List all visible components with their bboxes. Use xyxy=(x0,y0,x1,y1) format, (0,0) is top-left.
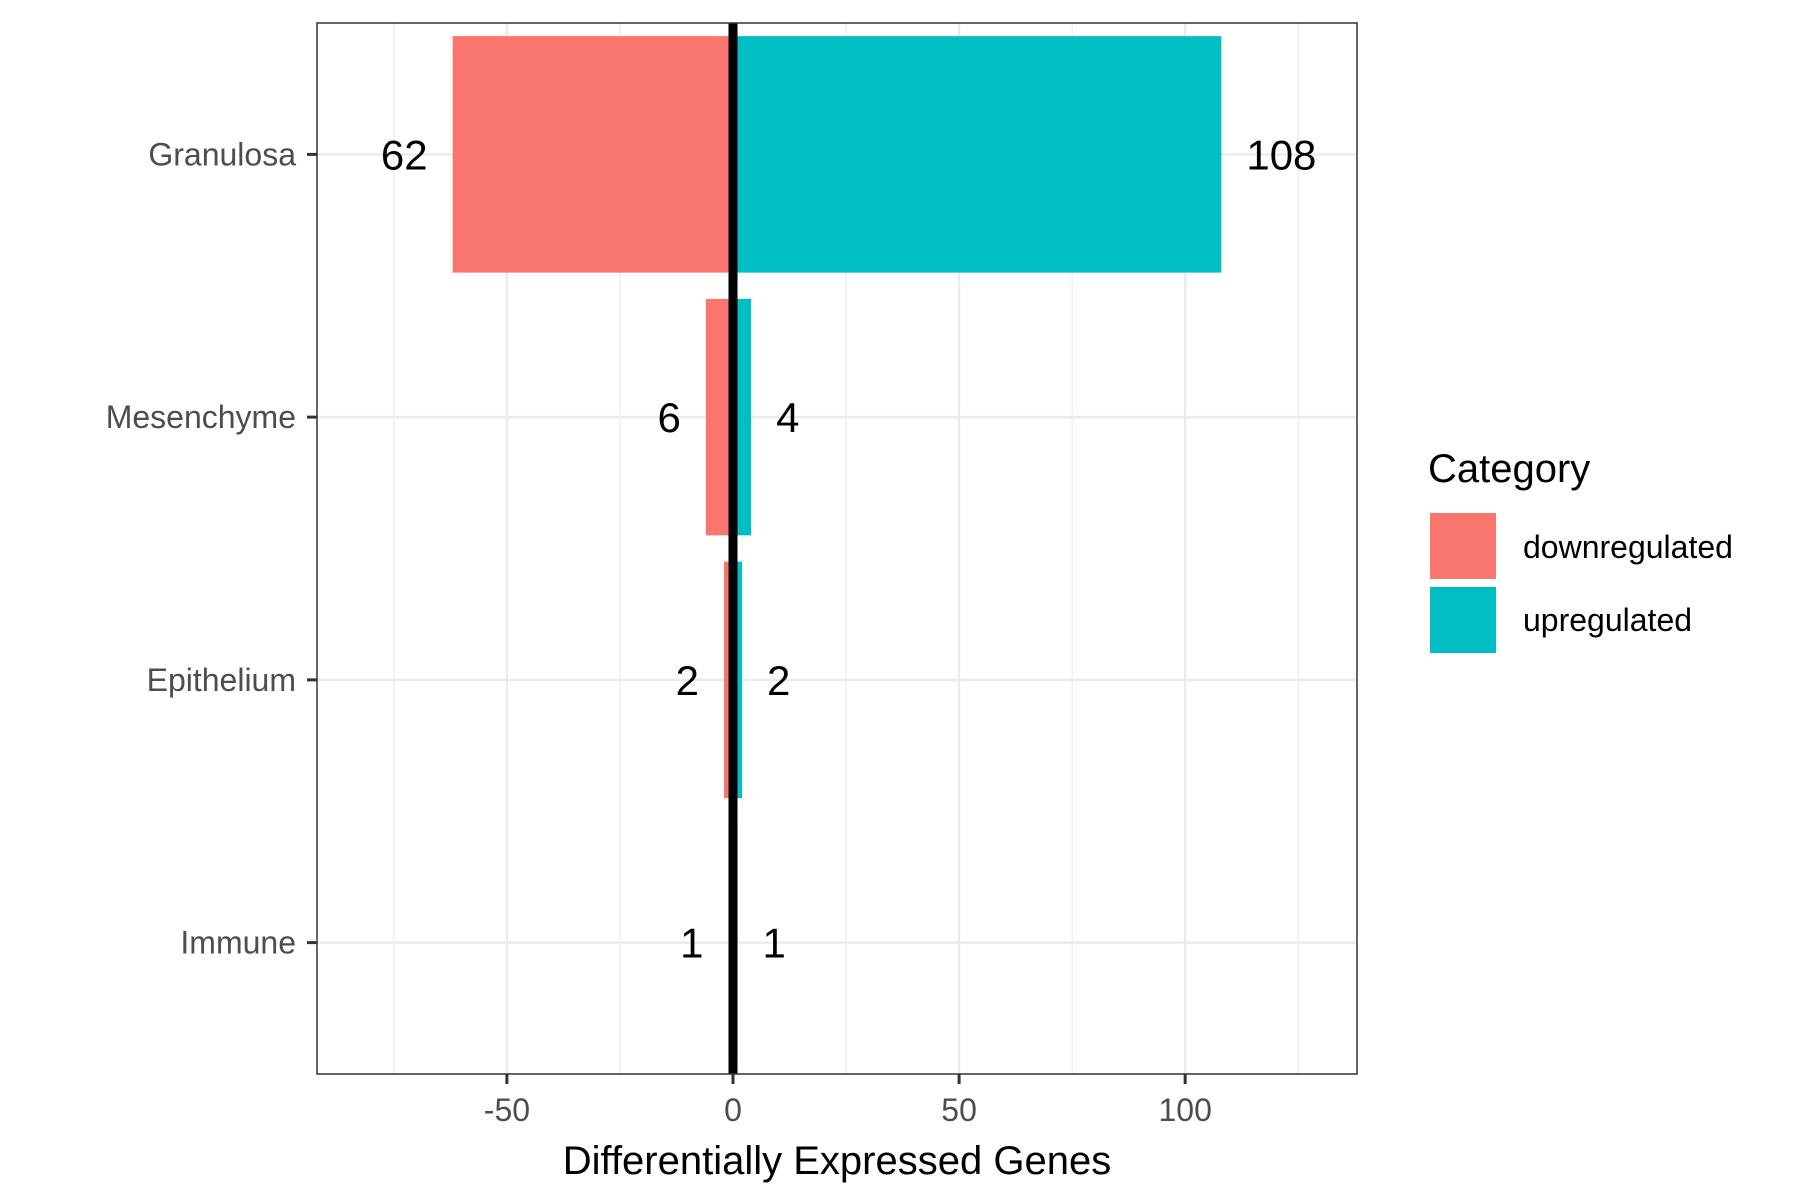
y-axis: Granulosa Mesenchyme Epithelium Immune xyxy=(106,136,317,961)
bar-upregulated-granulosa xyxy=(733,36,1222,273)
x-tick-label: 100 xyxy=(1158,1092,1211,1128)
legend-label-upregulated: upregulated xyxy=(1523,602,1692,638)
y-tick-label-mesenchyme: Mesenchyme xyxy=(106,399,296,435)
legend-title: Category xyxy=(1428,447,1590,491)
x-axis: -50 0 50 100 xyxy=(484,1074,1212,1128)
data-label-downregulated-immune: 1 xyxy=(680,920,703,967)
plot-panel-border xyxy=(316,22,1358,1075)
data-label-upregulated-granulosa: 108 xyxy=(1246,131,1316,178)
x-axis-title: Differentially Expressed Genes xyxy=(563,1139,1111,1183)
bar-upregulated-mesenchyme xyxy=(733,298,752,536)
data-label-downregulated-epithelium: 2 xyxy=(676,657,699,704)
data-label-upregulated-immune: 1 xyxy=(763,920,786,967)
legend-label-downregulated: downregulated xyxy=(1523,529,1733,565)
data-label-downregulated-granulosa: 62 xyxy=(381,131,428,178)
legend-swatch-downregulated xyxy=(1430,513,1496,579)
bar-upregulated-epithelium xyxy=(733,561,743,799)
data-label-upregulated-mesenchyme: 4 xyxy=(776,394,799,441)
bar-downregulated-granulosa xyxy=(452,36,733,273)
y-tick-label-granulosa: Granulosa xyxy=(148,136,296,172)
x-tick-label: 50 xyxy=(941,1092,977,1128)
bar-downregulated-mesenchyme xyxy=(705,298,733,536)
bar-downregulated-epithelium xyxy=(723,561,733,799)
legend: Category downregulated upregulated xyxy=(1428,447,1733,653)
data-label-downregulated-mesenchyme: 6 xyxy=(658,394,681,441)
legend-swatch-upregulated xyxy=(1430,587,1496,653)
y-tick-label-epithelium: Epithelium xyxy=(147,662,296,698)
x-tick-label: -50 xyxy=(484,1092,530,1128)
x-tick-label: 0 xyxy=(724,1092,742,1128)
data-label-upregulated-epithelium: 2 xyxy=(767,657,790,704)
y-tick-label-immune: Immune xyxy=(180,925,296,961)
bars xyxy=(452,36,1222,1061)
